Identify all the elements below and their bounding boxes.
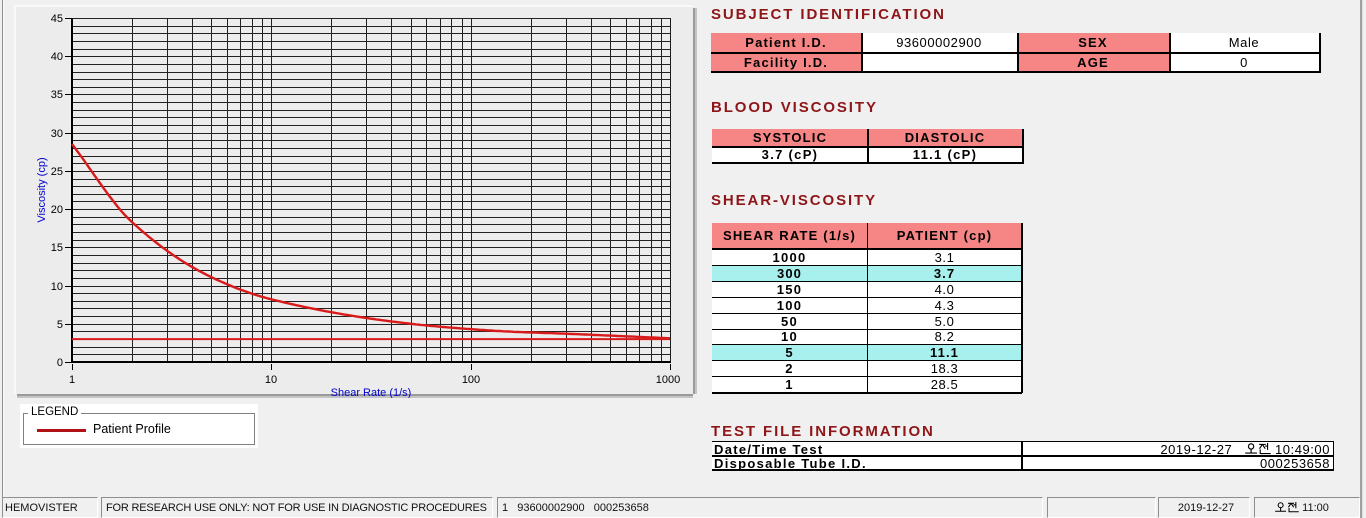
- svg-text:1: 1: [69, 374, 75, 386]
- svg-text:15: 15: [51, 242, 63, 254]
- svg-text:20: 20: [51, 204, 63, 216]
- svg-text:1000: 1000: [656, 374, 680, 386]
- svg-text:Shear Rate (1/s): Shear Rate (1/s): [331, 387, 412, 398]
- svg-text:0: 0: [57, 357, 63, 369]
- svg-text:40: 40: [51, 51, 63, 63]
- svg-text:100: 100: [462, 374, 480, 386]
- svg-text:5: 5: [57, 319, 63, 331]
- svg-text:35: 35: [51, 89, 63, 101]
- svg-text:10: 10: [51, 281, 63, 293]
- svg-text:10: 10: [265, 374, 277, 386]
- svg-text:Viscosity (cp): Viscosity (cp): [36, 157, 48, 222]
- svg-text:25: 25: [51, 166, 63, 178]
- svg-text:45: 45: [51, 13, 63, 25]
- svg-text:30: 30: [51, 128, 63, 140]
